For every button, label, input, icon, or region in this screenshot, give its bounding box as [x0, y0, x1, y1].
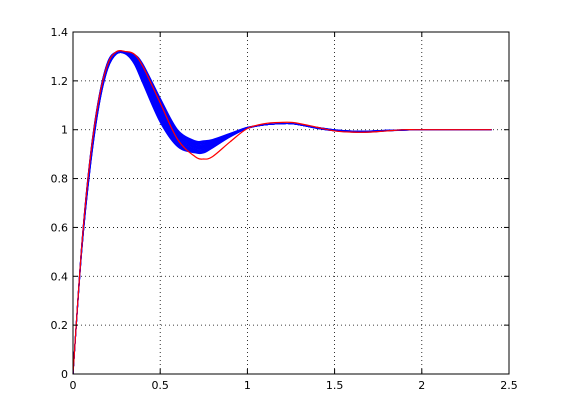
x-tick-label: 2.5 [500, 379, 518, 392]
y-tick-label: 0.6 [51, 221, 69, 234]
y-tick-label: 1.2 [51, 75, 69, 88]
x-tick-label: 0 [70, 379, 77, 392]
red-response-curve [72, 49, 492, 375]
x-tick-label: 0.5 [151, 379, 169, 392]
y-tick-label: 0.4 [51, 270, 69, 283]
y-tick-label: 0.8 [51, 173, 69, 186]
axes-box [72, 31, 510, 375]
y-tick-label: 0 [61, 368, 68, 381]
plot-area: 0 0.5 1 1.5 2 2.5 0 0.2 0.4 0.6 0.8 1 1.2 1.4 [51, 26, 518, 392]
y-tick-label: 0.2 [51, 319, 69, 332]
grid [73, 32, 509, 374]
axes-background [73, 32, 509, 374]
ticks: 0 0.5 1 1.5 2 2.5 0 0.2 0.4 0.6 0.8 1 1.2 1.4 [51, 26, 518, 392]
x-tick-label: 1.5 [326, 379, 344, 392]
x-tick-label: 1 [244, 379, 251, 392]
y-tick-label: 1 [61, 124, 68, 137]
x-tick-label: 2 [418, 379, 425, 392]
y-tick-label: 1.4 [51, 26, 69, 39]
series-layer [72, 49, 492, 375]
